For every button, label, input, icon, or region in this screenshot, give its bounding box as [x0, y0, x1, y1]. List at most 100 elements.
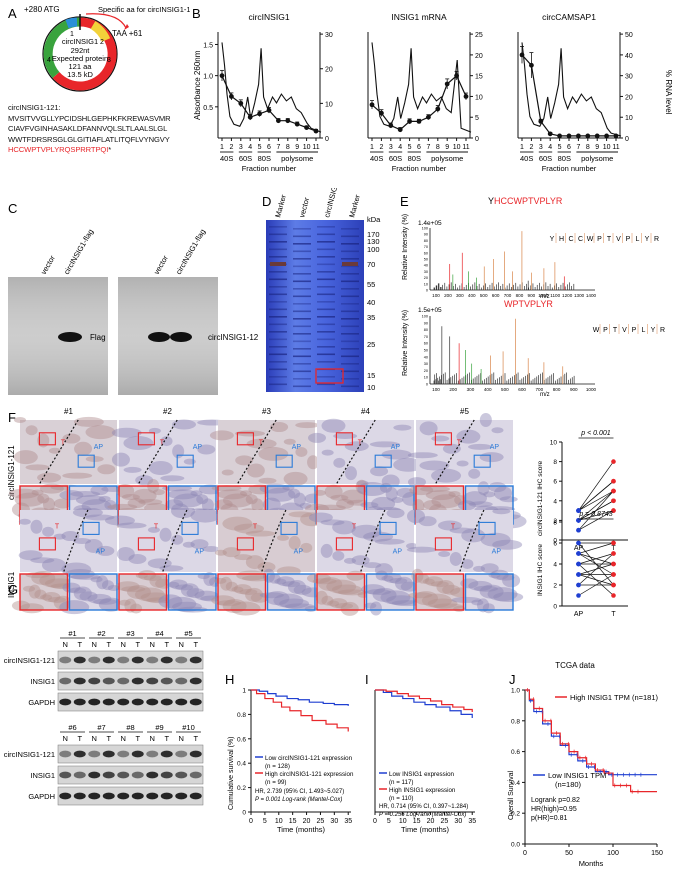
f-tissue-blob	[172, 444, 185, 459]
f-ap-label: AP	[94, 444, 104, 451]
f-tissue-blob	[42, 497, 55, 512]
f-case-label: #4	[361, 407, 370, 416]
f-tissue-blob	[488, 482, 507, 493]
d-gel-band	[317, 316, 335, 318]
f-case-label: #2	[163, 407, 172, 416]
f2-boundary	[162, 509, 188, 573]
f-ap-label: AP	[292, 444, 302, 451]
f-x-ap: AP	[574, 545, 584, 552]
panel-label-f: F	[8, 410, 16, 425]
g-lane-n: N	[121, 734, 126, 743]
e-ytick: 70	[424, 335, 428, 339]
f-t-point	[611, 459, 616, 464]
f2-tissue-blob	[433, 603, 464, 610]
g-band	[88, 771, 101, 779]
g-lane-n: N	[150, 640, 155, 649]
g-lane-n: N	[150, 734, 155, 743]
d-gel-band	[269, 361, 287, 363]
b-pct-line-3	[521, 54, 616, 137]
f-tissue-blob	[468, 443, 493, 450]
f-tissue-blob	[251, 498, 264, 513]
e-xtick: 200	[444, 293, 452, 298]
d-gel-band	[293, 228, 311, 230]
f-tissue-blob	[396, 487, 415, 498]
f2-tissue-blob	[220, 576, 233, 591]
f-x-t: T	[611, 545, 616, 552]
f2-tissue-blob	[225, 581, 238, 592]
b-point	[426, 114, 431, 120]
f2-scatter-ytick-label: 6	[553, 541, 557, 548]
f-case-label: #5	[460, 407, 469, 416]
b-point	[294, 121, 300, 127]
f-tissue-blob	[283, 438, 296, 445]
f2-tissue-bg	[119, 510, 216, 572]
e-xtick: 100	[432, 293, 440, 298]
f-t-label: T	[358, 439, 363, 446]
f2-tissue-blob	[11, 600, 30, 611]
g-row-label: circINSIG1-121	[4, 656, 55, 665]
f2-scatter-ytick-label: 4	[553, 562, 557, 569]
b-group-label: 80S	[408, 154, 421, 163]
f2-tissue-bg	[416, 510, 513, 572]
f-tissue-blob	[121, 494, 140, 501]
f2-tissue-blob	[449, 527, 474, 534]
d-gel-band	[293, 325, 311, 328]
b-point	[247, 114, 253, 120]
g-band	[131, 656, 144, 664]
d-gel-band	[317, 256, 335, 258]
g-band	[117, 698, 130, 706]
f2-tissue-blob	[101, 580, 114, 591]
f2-tissue-blob	[159, 527, 172, 542]
f-tissue-blob	[14, 417, 26, 423]
f2-zoom-t	[415, 573, 465, 611]
g-band	[88, 792, 101, 800]
f2-tissue-blob	[395, 576, 414, 591]
g-case-label: #2	[97, 629, 105, 638]
b-ylabel-right: % RNA level	[664, 70, 673, 115]
km-xtick-label: 100	[607, 850, 619, 857]
f2-boundary	[261, 509, 287, 573]
b-ytick-right: 10	[475, 94, 483, 101]
f2-tissue-blob	[61, 531, 80, 542]
d-gel-band	[293, 265, 311, 268]
km-xtick-label: 20	[427, 818, 435, 825]
f2-tissue-blob	[451, 596, 482, 603]
b-point	[219, 73, 225, 79]
h-legend-low-n: (n = 128)	[265, 763, 290, 770]
d-gel-band	[317, 278, 335, 281]
g-lane-n: N	[63, 734, 68, 743]
g-row-label: INSIG1	[30, 677, 55, 686]
f2-tissue-blob	[166, 596, 197, 611]
ring-center-5: 13.5 kD	[67, 70, 93, 79]
f-t-box	[434, 432, 452, 446]
d-marker-70: 70	[367, 260, 375, 269]
f2-tissue-blob	[231, 586, 244, 593]
f-row2-label: INSIG1	[7, 571, 16, 598]
e-ytick: 100	[422, 315, 428, 319]
b-ytick-right: 30	[625, 74, 633, 81]
b-ytick-right: 20	[475, 53, 483, 60]
f2-tissue-blob	[320, 519, 345, 526]
b-xlabel: Fraction number	[392, 164, 447, 173]
f2-tissue-blob	[93, 598, 118, 605]
f2-tissue-blob	[288, 511, 313, 518]
f2-tissue-blob	[492, 539, 523, 550]
exon-3: 3	[107, 57, 111, 64]
f2-tissue-blob	[421, 593, 452, 608]
g-case-label: #5	[184, 629, 192, 638]
b-fraction-label: 3	[389, 144, 393, 151]
f-tissue-blob	[90, 485, 109, 496]
b-fraction-label: 1	[370, 144, 374, 151]
g-blot-strip	[57, 786, 204, 806]
f-tissue-blob	[197, 444, 216, 455]
f2-t-point	[611, 561, 616, 567]
b-fraction-label: 1	[220, 144, 224, 151]
b-point	[529, 62, 534, 68]
panel-e: E YHCCWPTVPLYR 1.4e+05 WPTVPLYR 1.5e+05 …	[400, 194, 665, 398]
f-tissue-blob	[246, 438, 277, 449]
e-seq2-residue: P	[632, 327, 637, 334]
b-point	[416, 118, 422, 124]
f-boundary	[434, 419, 475, 485]
f-pair-line	[578, 461, 614, 511]
b-group-label: 80S	[558, 154, 571, 163]
